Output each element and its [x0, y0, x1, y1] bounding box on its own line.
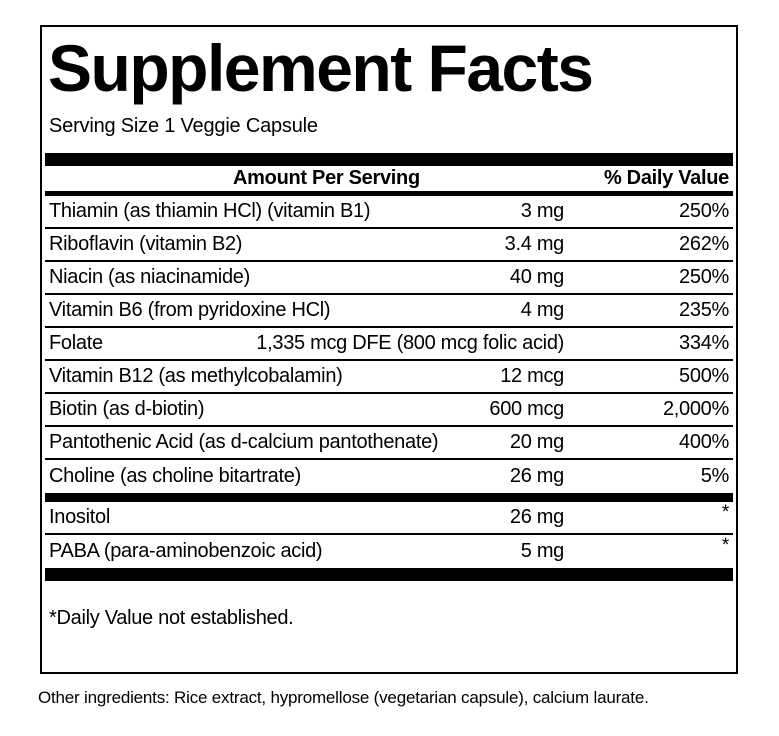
nutrient-row-niacin: Niacin (as niacinamide) 40 mg 250%	[45, 262, 733, 295]
separator-bar-bottom	[45, 568, 733, 581]
serving-size: Serving Size 1 Veggie Capsule	[49, 115, 318, 137]
nutrient-dv-asterisk: *	[721, 535, 729, 556]
nutrient-dv: 5%	[700, 465, 730, 487]
nutrient-name: Riboflavin (vitamin B2)	[49, 233, 243, 255]
other-ingredients: Other ingredients: Rice extract, hyprome…	[38, 688, 649, 707]
nutrient-name: Choline (as choline bitartrate)	[49, 465, 301, 487]
nutrient-name: Pantothenic Acid (as d-calcium pantothen…	[49, 431, 439, 453]
nutrient-name: PABA (para-aminobenzoic acid)	[49, 540, 323, 562]
footnote: *Daily Value not established.	[49, 607, 294, 629]
panel-title: Supplement Facts	[48, 31, 594, 105]
nutrient-row-thiamin: Thiamin (as thiamin HCl) (vitamin B1) 3 …	[45, 196, 733, 229]
nutrient-name: Thiamin (as thiamin HCl) (vitamin B1)	[49, 200, 371, 222]
daily-value-header: % Daily Value	[603, 167, 729, 189]
nutrient-name: Inositol	[49, 506, 110, 528]
nutrient-amount: 1,335 mcg DFE (800 mcg folic acid)	[256, 332, 564, 354]
nutrient-row-pantothenic-acid: Pantothenic Acid (as d-calcium pantothen…	[45, 427, 733, 460]
nutrient-dv: 2,000%	[662, 398, 729, 420]
nutrient-row-riboflavin: Riboflavin (vitamin B2) 3.4 mg 262%	[45, 229, 733, 262]
nutrient-amount: 26 mg	[509, 465, 564, 487]
nutrient-dv: 334%	[679, 332, 729, 354]
nutrient-name: Biotin (as d-biotin)	[49, 398, 205, 420]
separator-bar-top	[45, 153, 733, 166]
nutrient-amount: 3 mg	[520, 200, 565, 222]
nutrient-amount: 12 mcg	[500, 365, 564, 387]
nutrient-amount: 40 mg	[509, 266, 564, 288]
nutrient-dv: 400%	[679, 431, 729, 453]
section-separator-bar	[45, 493, 733, 502]
nutrient-name: Folate	[49, 332, 103, 354]
nutrient-name: Vitamin B6 (from pyridoxine HCl)	[49, 299, 331, 321]
nutrient-dv: 500%	[679, 365, 729, 387]
nutrient-amount: 600 mcg	[489, 398, 564, 420]
nutrient-row-vitamin-b12: Vitamin B12 (as methylcobalamin) 12 mcg …	[45, 361, 733, 394]
nutrient-dv: 250%	[679, 266, 729, 288]
nutrient-amount: 26 mg	[509, 506, 564, 528]
nutrient-amount: 20 mg	[509, 431, 564, 453]
nutrient-dv: 235%	[679, 299, 729, 321]
nutrient-amount: 4 mg	[520, 299, 565, 321]
nutrient-name: Niacin (as niacinamide)	[49, 266, 250, 288]
nutrient-row-biotin: Biotin (as d-biotin) 600 mcg 2,000%	[45, 394, 733, 427]
nutrient-name: Vitamin B12 (as methylcobalamin)	[49, 365, 343, 387]
nutrient-dv: 250%	[679, 200, 729, 222]
nutrient-row-choline: Choline (as choline bitartrate) 26 mg 5%	[45, 460, 733, 493]
nutrient-dv-asterisk: *	[721, 502, 729, 523]
nutrient-amount: 5 mg	[520, 540, 565, 562]
nutrient-row-paba: PABA (para-aminobenzoic acid) 5 mg *	[45, 535, 733, 568]
nutrient-row-inositol: Inositol 26 mg *	[45, 502, 733, 535]
nutrient-amount: 3.4 mg	[504, 233, 565, 255]
amount-per-serving-header: Amount Per Serving	[233, 167, 420, 189]
nutrient-row-folate: Folate 1,335 mcg DFE (800 mcg folic acid…	[45, 328, 733, 361]
supplement-facts-panel: Supplement Facts Serving Size 1 Veggie C…	[40, 25, 738, 674]
column-header-row: Amount Per Serving % Daily Value	[45, 166, 733, 196]
nutrient-dv: 262%	[679, 233, 729, 255]
nutrient-row-vitamin-b6: Vitamin B6 (from pyridoxine HCl) 4 mg 23…	[45, 295, 733, 328]
